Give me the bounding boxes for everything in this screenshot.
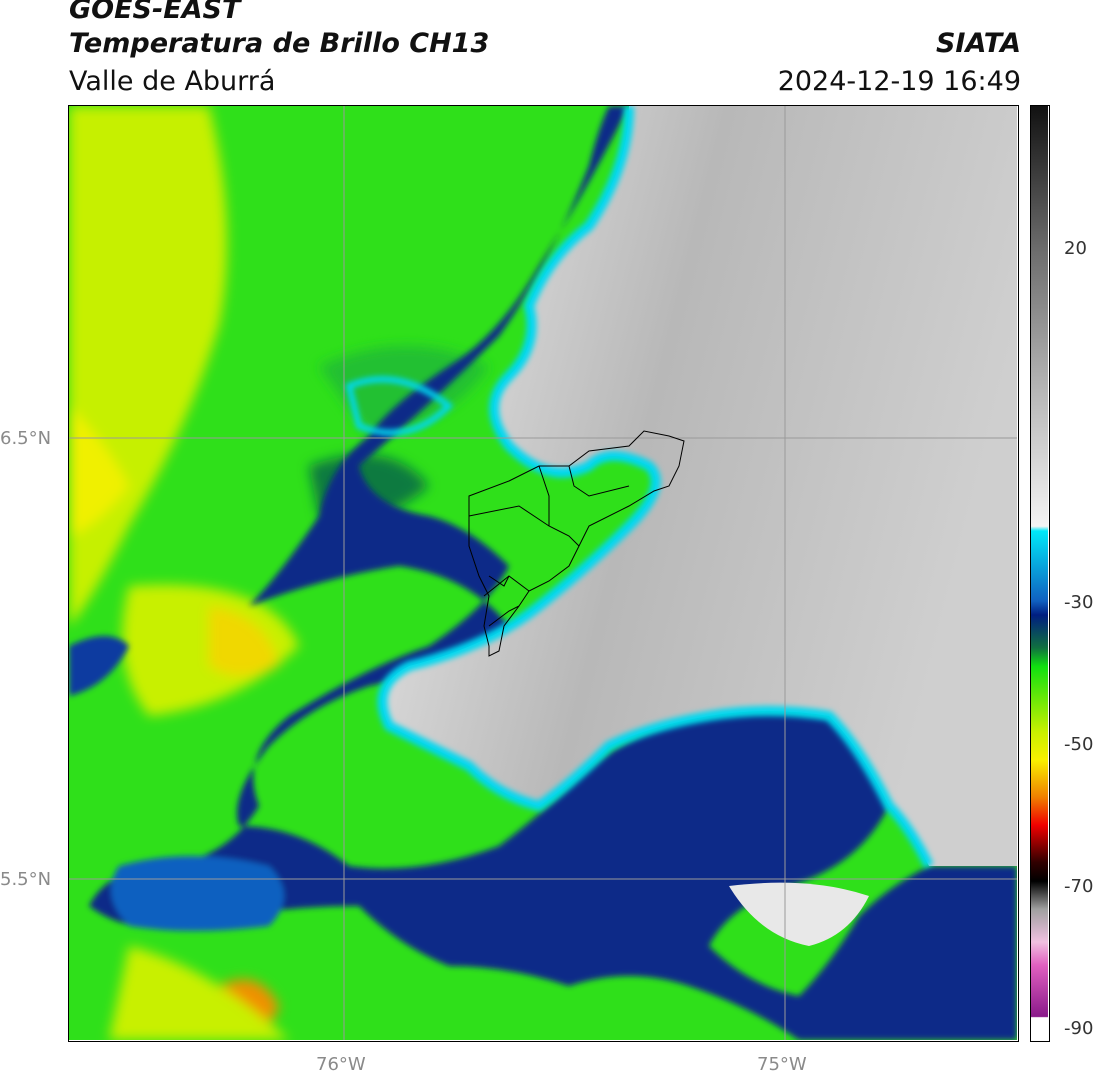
- colorbar-tick-minus90: -90: [1064, 1018, 1094, 1039]
- colorbar-gradient: [1031, 106, 1048, 1040]
- lat-label-6-5: 6.5°N: [0, 428, 52, 449]
- title-goes-east: GOES-EAST: [69, 0, 241, 25]
- title-channel: Temperatura de Brillo CH13: [69, 28, 490, 59]
- deep-convection-area: [382, 106, 1017, 946]
- colorbar: [1030, 105, 1050, 1042]
- colorbar-tick-minus30: -30: [1064, 592, 1094, 613]
- brand-label: SIATA: [935, 28, 1021, 59]
- lat-label-5-5: 5.5°N: [0, 869, 52, 890]
- lon-label-76: 76°W: [316, 1054, 366, 1075]
- colorbar-tick-minus50: -50: [1064, 734, 1094, 755]
- subtitle-region: Valle de Aburrá: [69, 66, 276, 97]
- lon-label-75: 75°W: [757, 1054, 807, 1075]
- graticule: [69, 106, 1017, 1040]
- municipality-boundaries: [468, 430, 685, 657]
- map-image: [69, 105, 1017, 1040]
- colorbar-tick-minus70: -70: [1064, 876, 1094, 897]
- timestamp-label: 2024-12-19 16:49: [777, 66, 1021, 97]
- cyan-cloud-edge: [345, 105, 934, 869]
- colorbar-tick-20: 20: [1064, 238, 1087, 259]
- satellite-map[interactable]: [68, 105, 1019, 1042]
